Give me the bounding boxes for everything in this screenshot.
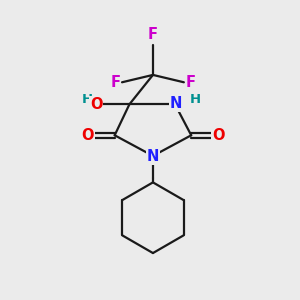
Text: O: O — [212, 128, 225, 143]
Text: O: O — [81, 128, 94, 143]
Text: O: O — [90, 97, 103, 112]
Text: F: F — [148, 27, 158, 42]
Text: H: H — [190, 93, 201, 106]
Text: N: N — [147, 149, 159, 164]
Text: F: F — [110, 75, 121, 90]
Text: F: F — [185, 75, 195, 90]
Text: H: H — [82, 93, 93, 106]
Text: N: N — [169, 96, 182, 111]
